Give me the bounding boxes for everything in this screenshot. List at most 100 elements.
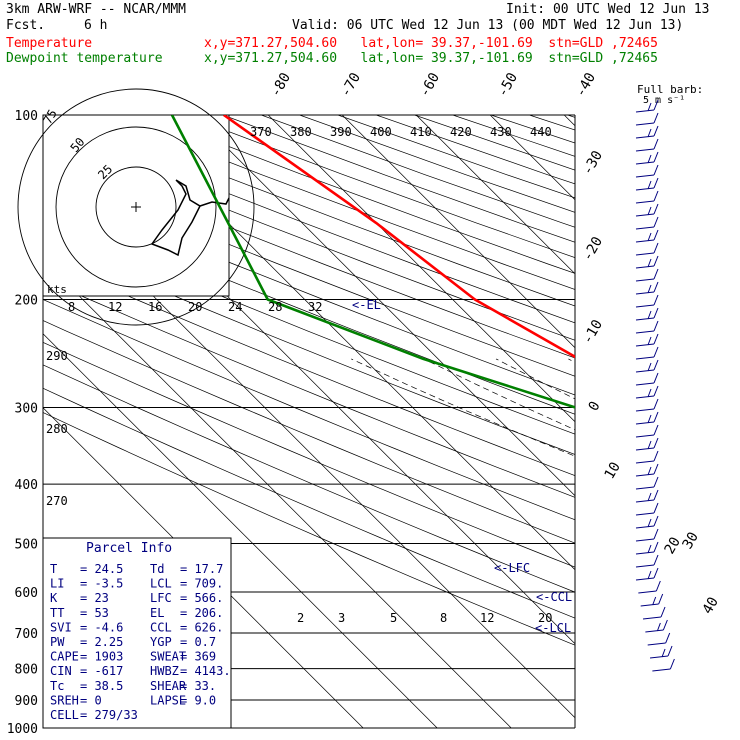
wind-barb [635,395,655,399]
wind-barb [653,502,659,514]
theta-label: 390 [330,125,352,139]
wind-barb [647,102,652,112]
parcel-key: T [50,562,57,576]
dry-adiabat-line [43,202,575,415]
wind-barb [647,466,652,476]
dry-adiabat-line [43,278,575,498]
wind-barb [640,603,659,607]
pressure-label: 100 [15,109,38,124]
wind-barb [635,200,655,204]
isotherm-line [43,333,438,729]
parcel-value: = 2.25 [80,635,123,649]
wind-barb [635,148,655,152]
wind-barb [665,632,671,644]
wind-barb [653,268,659,280]
isotherm-line [267,115,575,423]
dry-adiabat-line [376,115,575,185]
isotherm-label: 30 [680,529,702,552]
wind-barb [635,551,655,555]
isotherm-line [415,115,575,275]
wind-barb [635,512,655,516]
parcel-key: Td [150,562,164,576]
wind-barb [635,304,655,308]
pressure-label: 1000 [7,722,38,737]
parcel-value: = 566. [180,591,223,605]
wind-barb [653,177,659,189]
parcel-key: LCL [150,577,172,591]
pressure-label: 400 [15,478,38,493]
mixing-ratio-label: 20 [538,611,552,625]
wind-barb [652,596,657,606]
parcel-value: = 4143. [180,664,231,678]
theta-side-label: 270 [46,494,68,508]
theta-side-label: 290 [46,349,68,363]
wind-barb [653,99,659,111]
dry-adiabat-line [644,115,740,728]
parcel-key: HWBZ [150,664,179,678]
barb-legend-value: 5 m s⁻¹ [643,95,685,106]
theta-label: 370 [250,125,272,139]
wind-barb [647,518,652,528]
wind-barb [647,492,652,502]
wind-barb [635,330,655,334]
wind-barb [647,414,652,424]
hodograph-speed-label: 12 [108,300,122,314]
dry-adiabat-line [43,185,575,396]
wind-barb [635,499,655,503]
wind-barb [635,265,655,269]
wind-barb [635,122,655,126]
wind-barb [647,284,652,294]
parcel-key: SHEAR [150,679,187,693]
wind-barb [653,320,659,332]
wind-barb [653,411,659,423]
wind-barb [661,648,666,658]
forecast-hour: 6 h [84,18,108,33]
wind-barb [653,112,659,124]
wind-barb [635,382,655,386]
isotherm-label: -70 [338,70,365,100]
wind-barb [635,356,655,360]
dry-adiabat-line [43,387,575,619]
wind-barb [635,213,655,217]
isotherm-label: 10 [602,459,624,482]
wind-barb [647,388,652,398]
parcel-key: YGP [150,635,172,649]
wind-barb [647,336,652,346]
parcel-value: = 23 [80,591,109,605]
wind-barb [667,645,673,657]
wind-barb [653,463,659,475]
parcel-key: PW [50,635,65,649]
wind-barb [653,372,659,384]
wind-barb [635,109,655,113]
wind-barb [653,151,659,163]
parcel-key: SREH [50,693,79,707]
wind-barb [653,346,659,358]
hodograph-trace [150,179,230,257]
wind-barb [635,434,655,438]
parcel-key: SVI [50,620,72,634]
theta-label: 400 [370,125,392,139]
wind-barb [653,450,659,462]
parcel-value: = 9.0 [180,693,216,707]
wind-barb [635,343,655,347]
dry-adiabat-line [43,341,575,568]
parcel-value: = 626. [180,620,223,634]
theta-side-label: 280 [46,422,68,436]
isotherm-line [341,115,575,349]
pressure-label: 800 [15,663,38,678]
theta-label: 430 [490,125,512,139]
wind-barb [645,629,664,633]
dry-adiabat-line [43,364,575,593]
init-time: Init: 00 UTC Wed 12 Jun 13 [506,2,710,17]
wind-barb [635,486,655,490]
dry-adiabat-line [43,221,575,435]
wind-barb [635,564,655,568]
isotherm-line [638,115,740,728]
wind-barb [653,333,659,345]
wind-barb [647,642,666,646]
parcel-value: = 38.5 [80,679,123,693]
wind-barb [635,408,655,412]
dry-adiabat-line [222,115,575,243]
wind-barb [653,515,659,527]
